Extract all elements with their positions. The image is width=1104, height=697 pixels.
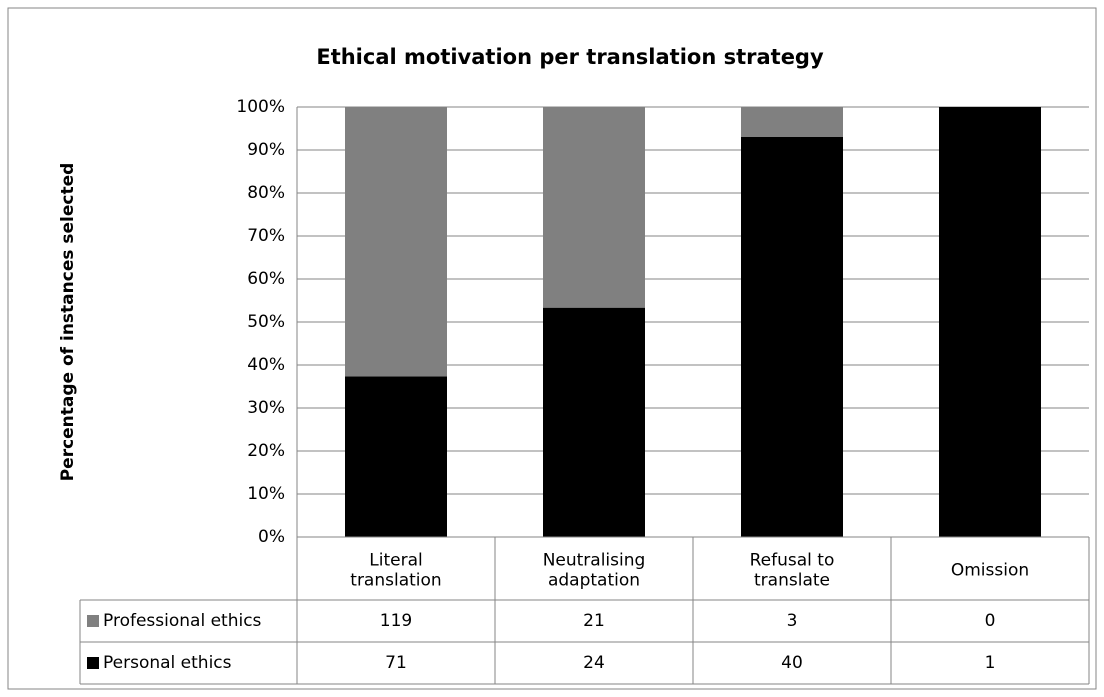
y-tick-label: 50% — [247, 312, 285, 332]
x-tick-label: Omission — [951, 561, 1029, 581]
x-tick-label: Neutralising adaptation — [543, 550, 646, 590]
x-tick-label: Refusal to translate — [750, 550, 835, 590]
y-tick-label: 90% — [247, 140, 285, 160]
table-value: 119 — [380, 611, 412, 631]
bar-segment — [741, 137, 843, 537]
y-tick-label: 80% — [247, 183, 285, 203]
bar-segment — [543, 307, 645, 537]
y-tick-label: 100% — [236, 97, 285, 117]
y-axis-label: Percentage of instances selected — [58, 163, 78, 482]
legend-key — [87, 615, 99, 627]
table-value: 24 — [583, 653, 605, 673]
y-tick-label: 30% — [247, 398, 285, 418]
chart-title: Ethical motivation per translation strat… — [316, 45, 824, 69]
bar-segment — [345, 376, 447, 537]
x-tick-label: Literal translation — [350, 550, 441, 590]
table-value: 21 — [583, 611, 605, 631]
table-value: 1 — [985, 653, 996, 673]
table-value: 3 — [787, 611, 798, 631]
table-value: 0 — [985, 611, 996, 631]
legend-label: Personal ethics — [103, 653, 232, 673]
legend-key — [87, 657, 99, 669]
y-tick-label: 40% — [247, 355, 285, 375]
bar-segment — [939, 107, 1041, 537]
y-tick-label: 60% — [247, 269, 285, 289]
bar-segment — [543, 107, 645, 308]
y-tick-label: 10% — [247, 484, 285, 504]
bar-segment — [741, 107, 843, 137]
y-tick-label: 0% — [258, 527, 285, 547]
legend-label: Professional ethics — [103, 611, 262, 631]
table-value: 40 — [781, 653, 803, 673]
table-value: 71 — [385, 653, 407, 673]
bar-segment — [345, 107, 447, 377]
y-tick-label: 70% — [247, 226, 285, 246]
y-tick-label: 20% — [247, 441, 285, 461]
